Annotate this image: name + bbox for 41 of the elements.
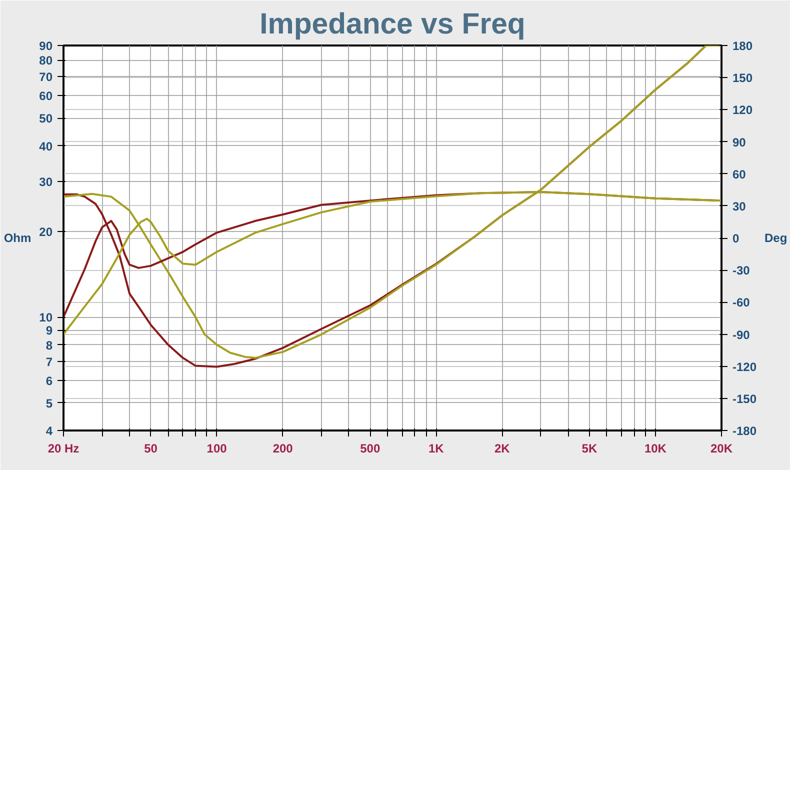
y-axis-title: Ohm (4, 231, 32, 245)
y2-tick-label: -180 (732, 424, 757, 438)
chart-title: Impedance vs Freq (260, 8, 526, 40)
y-tick-label: 70 (39, 70, 53, 84)
y-tick-label: 6 (46, 374, 53, 388)
y-tick-label: 20 (39, 224, 53, 239)
y-tick-label: 10 (39, 310, 53, 325)
x-tick-label: 20K (710, 442, 733, 456)
y-tick-label: 80 (39, 54, 53, 68)
x-tick-label: 50 (144, 442, 158, 456)
y-tick-label: 5 (46, 396, 53, 410)
x-tick-label: 1K (428, 442, 444, 456)
y-tick-label: 90 (39, 39, 53, 53)
x-tick-label: 500 (360, 442, 380, 456)
y2-tick-label: 180 (732, 39, 753, 53)
y-tick-label: 8 (46, 338, 53, 352)
x-tick-label: 5K (582, 442, 598, 456)
y-tick-label: 50 (39, 112, 53, 126)
y2-tick-label: 120 (732, 103, 753, 118)
y2-tick-label: 0 (732, 232, 740, 246)
y2-axis-title: Deg (764, 231, 788, 245)
x-tick-label: 200 (272, 442, 294, 456)
x-tick-label: 100 (206, 442, 228, 456)
y-tick-label: 40 (39, 139, 53, 154)
y2-tick-label: 90 (732, 135, 746, 150)
x-tick-label: 2K (494, 442, 510, 456)
x-tick-label: 20 Hz (48, 442, 80, 456)
y-tick-label: 30 (39, 174, 53, 189)
y2-tick-label: 150 (732, 71, 753, 86)
y2-tick-label: 60 (732, 167, 746, 182)
y2-tick-label: -90 (732, 328, 750, 342)
y2-tick-label: -60 (732, 296, 750, 310)
y-tick-label: 4 (46, 424, 53, 438)
y-tick-label: 7 (46, 354, 53, 369)
y-tick-label: 60 (39, 89, 53, 104)
y2-tick-label: -30 (732, 264, 750, 278)
y2-tick-label: -150 (732, 392, 757, 406)
y2-tick-label: -120 (732, 360, 757, 374)
x-tick-label: 10K (644, 442, 667, 456)
y-tick-label: 9 (46, 324, 53, 338)
y2-tick-label: 30 (732, 199, 746, 214)
